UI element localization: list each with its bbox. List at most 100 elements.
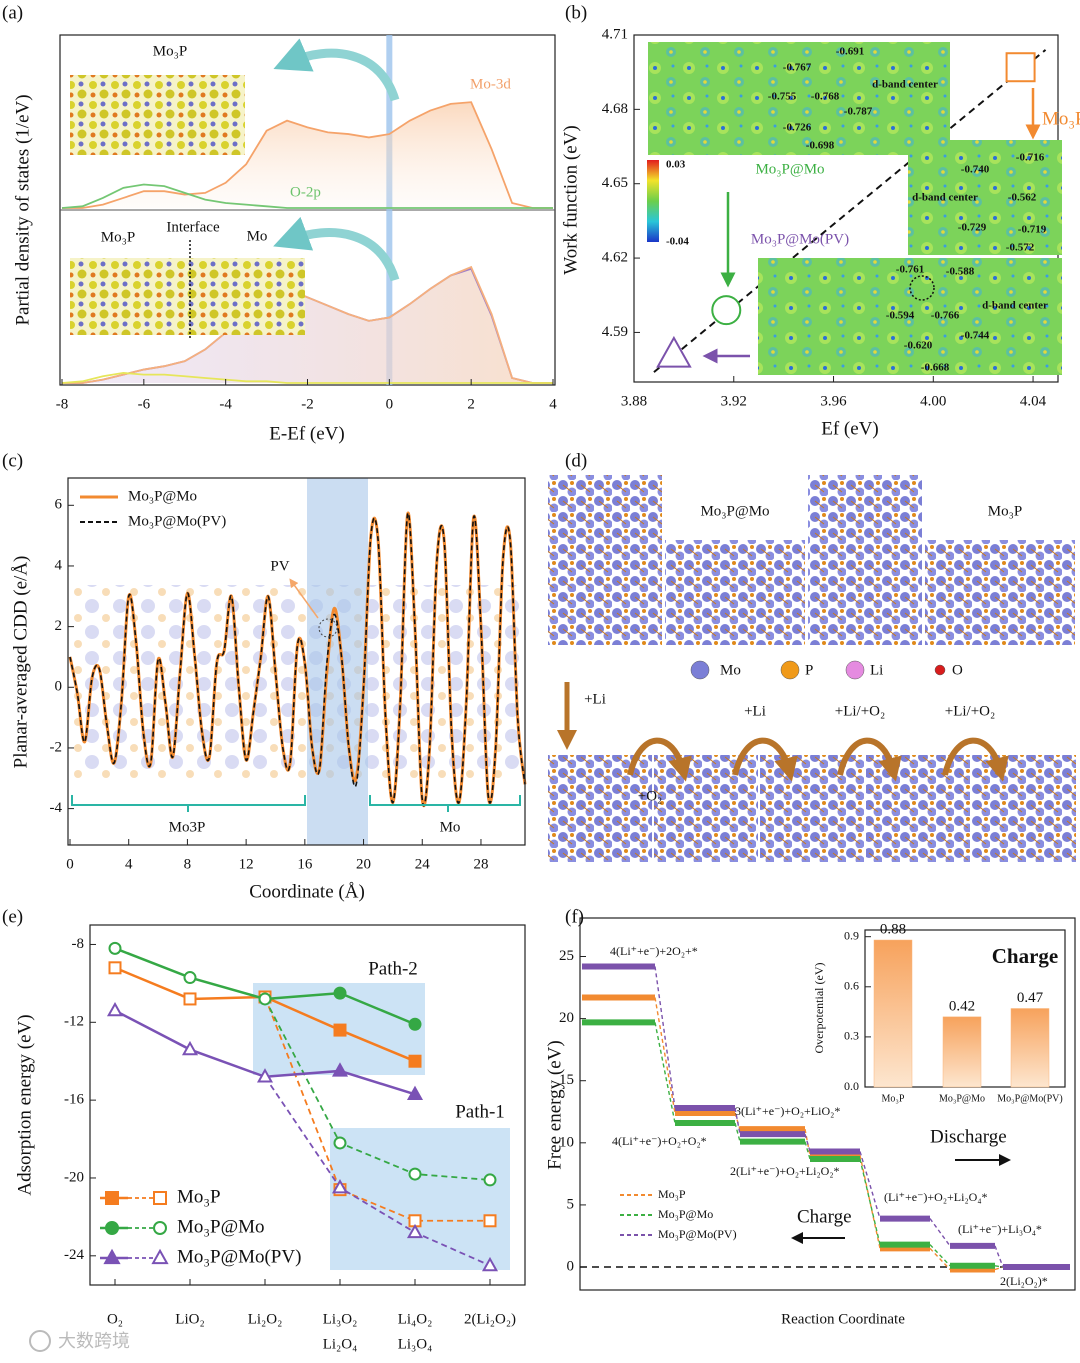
interface-band (307, 478, 368, 845)
marker (258, 992, 272, 1006)
atom-label: O (952, 662, 963, 678)
dband-label: -0.729 (958, 222, 987, 234)
y-tick-label: 0 (55, 679, 63, 695)
dband-label: d-band center (872, 79, 938, 91)
structure-image (70, 258, 305, 335)
cdd-map (908, 140, 1062, 255)
cdd-map (758, 258, 1062, 375)
y-tick-label: 6 (55, 497, 63, 513)
curved-arrow (273, 216, 400, 282)
dband-label: -0.594 (886, 310, 915, 322)
bracket (71, 795, 306, 812)
marker (153, 1221, 167, 1235)
watermark: 大数跨境 (58, 1331, 130, 1352)
panel-label: (e) (2, 906, 23, 927)
y-tick-label: 0.0 (844, 1079, 859, 1093)
dband-label: -0.698 (806, 140, 835, 152)
level-connector (859, 1155, 881, 1249)
dband-label: -0.562 (1008, 192, 1037, 204)
y-tick-label: 0.3 (844, 1029, 859, 1043)
y-tick-label: 20 (559, 1010, 574, 1026)
level-connector (929, 1244, 951, 1267)
atom-swatch (845, 660, 865, 680)
arrow (289, 578, 319, 619)
marker (483, 1173, 497, 1187)
x-tick-label: 28 (473, 856, 488, 872)
y-tick-label: 4.65 (602, 175, 628, 191)
dband-label: -0.744 (961, 330, 990, 342)
cdd-line (69, 512, 526, 807)
marker (406, 1085, 424, 1100)
y-tick-label: -24 (64, 1247, 84, 1263)
structure-image (548, 755, 652, 862)
marker (183, 992, 197, 1006)
x-tick-label: Li₂O₂ (248, 1311, 283, 1327)
fermi-level (386, 35, 393, 385)
curve-label: O-2p (290, 184, 321, 200)
marker (153, 1191, 167, 1205)
level-connector (654, 1022, 676, 1124)
dband-label: -0.572 (1006, 242, 1035, 254)
dband-label: -0.716 (1016, 152, 1045, 164)
cdd-map (648, 42, 950, 155)
x-tick-label: 12 (239, 856, 254, 872)
marker (408, 1167, 422, 1181)
x-tick-label: -4 (219, 396, 232, 412)
colorbar-label: -0.04 (666, 236, 689, 248)
curve-label: Mo-3d (470, 76, 511, 92)
dos-line (61, 183, 553, 209)
annotation: Mo3P (169, 819, 206, 835)
level-label: 3(Li⁺+e⁻)+O₂+LiO₂* (735, 1104, 840, 1118)
marker (105, 1191, 119, 1205)
x-tick-label: 0 (66, 856, 74, 872)
step-label: +Li/+O₂ (945, 703, 995, 719)
x-tick-label: 16 (297, 856, 313, 872)
y-tick-label: 4.68 (602, 101, 628, 117)
x-tick-label: 4.00 (920, 393, 946, 409)
y-tick-label: 2 (55, 618, 63, 634)
level-connector (859, 1151, 881, 1219)
step-label: +Li (744, 703, 766, 719)
step-label: +Li/+O₂ (835, 703, 885, 719)
level-connector (654, 966, 676, 1109)
dband-label: -0.668 (921, 362, 950, 374)
structure-title: Mo₃P@Mo (700, 503, 769, 519)
marker (108, 941, 122, 955)
marker (333, 986, 347, 1000)
dband-label: -0.768 (811, 91, 840, 103)
dband-label: -0.691 (836, 46, 864, 58)
dband-label: -0.767 (783, 62, 812, 74)
plot-frame (89, 924, 526, 1286)
atom-swatch (934, 664, 946, 676)
level-connector (859, 1158, 881, 1245)
marker (183, 971, 197, 985)
structure-image (665, 540, 805, 645)
marker (481, 1256, 499, 1272)
series-label: Mo₃P (1042, 108, 1080, 129)
dos-line (62, 101, 553, 209)
level-label: 4(Li⁺+e⁻)+2O₂+* (610, 944, 698, 958)
x-tick-label: 3.92 (721, 393, 747, 409)
vacancy-mark (318, 618, 338, 638)
x-tick-label: 4 (125, 856, 133, 872)
colorbar (647, 160, 659, 242)
level-connector (929, 1218, 951, 1247)
x-tick-label: Mo₃P@Mo (939, 1093, 985, 1104)
x-tick-label: Li₂O₄ (323, 1336, 358, 1352)
value-label: 0.47 (1017, 990, 1044, 1006)
marker (711, 295, 742, 326)
atom-swatch (780, 660, 800, 680)
plot-frame (579, 917, 1076, 1291)
marker (408, 1054, 422, 1068)
structure-title: Mo₃P (988, 503, 1022, 519)
structure-image (866, 755, 970, 862)
panel-label: (d) (565, 450, 587, 471)
x-tick-label: O₂ (107, 1311, 123, 1327)
level-connector (994, 1266, 1004, 1271)
bar (873, 939, 913, 1088)
x-tick-label: 24 (415, 856, 431, 872)
dband-label: -0.761 (896, 264, 924, 276)
dos-line (62, 265, 553, 384)
marker (331, 1179, 349, 1194)
legend-label: Mo₃P (658, 1187, 686, 1201)
